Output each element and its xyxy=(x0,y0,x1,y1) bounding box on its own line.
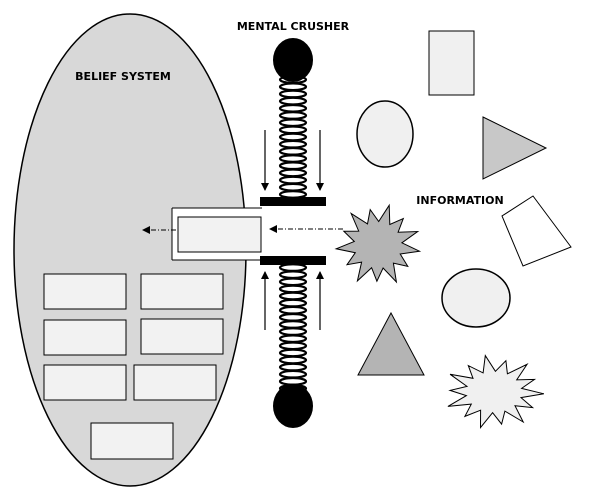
bottom-knob xyxy=(273,384,313,428)
belief-box-1 xyxy=(43,273,127,310)
info-right-triangle xyxy=(482,116,548,180)
spring-coil xyxy=(278,284,308,294)
spring-coil xyxy=(278,277,308,287)
spring-coil xyxy=(278,146,308,156)
info-circle xyxy=(441,268,511,328)
spring-coil xyxy=(278,327,308,336)
spring-coil xyxy=(278,369,308,379)
spring-coil xyxy=(278,96,308,106)
info-diamond-square xyxy=(501,195,572,267)
spring-coil xyxy=(278,118,308,128)
top-spring xyxy=(278,75,308,199)
lower-crusher-plate xyxy=(260,256,326,265)
belief-box-5 xyxy=(43,364,127,401)
spring-coil xyxy=(278,154,308,163)
spring-coil xyxy=(278,139,308,149)
spring-coil xyxy=(278,182,308,192)
belief-box-2 xyxy=(140,273,224,310)
top-knob xyxy=(273,38,313,82)
info-starburst-dark xyxy=(334,203,422,284)
belief-box-6 xyxy=(133,364,217,401)
spring-coil xyxy=(278,168,308,178)
spring-coil xyxy=(278,355,308,365)
spring-coil xyxy=(278,89,308,99)
belief-box-4 xyxy=(140,318,224,355)
upper-crusher-plate xyxy=(260,197,326,206)
spring-coil xyxy=(278,161,308,171)
info-oval xyxy=(356,100,414,168)
spring-coil xyxy=(278,341,308,351)
spring-coil xyxy=(278,312,308,322)
belief-box-3 xyxy=(43,319,127,356)
spring-coil xyxy=(278,376,308,386)
spring-coil xyxy=(278,82,308,92)
spring-coil xyxy=(278,190,308,199)
spring-coil xyxy=(278,305,308,315)
spring-coil xyxy=(278,132,308,142)
spring-coil xyxy=(278,111,308,120)
crushed-information-box xyxy=(177,216,262,253)
bottom-spring xyxy=(278,263,308,393)
belief-system-label: BELIEF SYSTEM xyxy=(75,70,171,83)
spring-coil xyxy=(278,291,308,301)
spring-coil xyxy=(278,125,308,135)
spring-coil xyxy=(278,320,308,329)
mental-crusher-label: MENTAL CRUSHER xyxy=(237,20,350,33)
info-rectangle xyxy=(428,30,475,96)
spring-coil xyxy=(278,263,308,272)
info-starburst-light xyxy=(447,354,545,430)
info-up-triangle xyxy=(357,311,425,376)
spring-coil xyxy=(278,298,308,308)
spring-coil xyxy=(278,270,308,280)
spring-coil xyxy=(278,103,308,113)
spring-coil xyxy=(278,175,308,185)
belief-box-7 xyxy=(90,422,174,460)
spring-coil xyxy=(278,334,308,344)
spring-coil xyxy=(278,362,308,372)
information-label: INFORMATION xyxy=(416,194,503,207)
spring-coil xyxy=(278,348,308,358)
